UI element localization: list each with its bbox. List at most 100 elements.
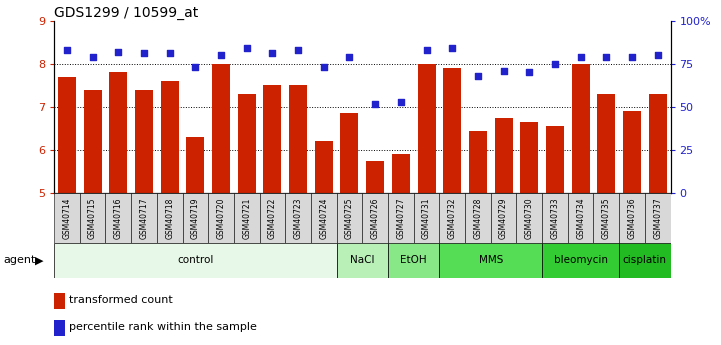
Text: control: control	[177, 256, 213, 265]
Point	[87, 54, 98, 60]
FancyBboxPatch shape	[567, 193, 593, 243]
Bar	[443, 68, 461, 193]
FancyBboxPatch shape	[414, 193, 439, 243]
FancyBboxPatch shape	[516, 193, 542, 243]
Point	[627, 54, 638, 60]
FancyBboxPatch shape	[54, 193, 80, 243]
Point	[241, 46, 252, 51]
Bar	[649, 94, 667, 193]
Bar	[263, 86, 281, 193]
Bar	[469, 131, 487, 193]
Bar	[623, 111, 641, 193]
Text: GDS1299 / 10599_at: GDS1299 / 10599_at	[54, 6, 198, 20]
Text: NaCl: NaCl	[350, 256, 374, 265]
Text: GSM40717: GSM40717	[139, 197, 149, 239]
FancyBboxPatch shape	[619, 193, 645, 243]
Text: GSM40730: GSM40730	[525, 197, 534, 239]
FancyBboxPatch shape	[105, 193, 131, 243]
FancyBboxPatch shape	[208, 193, 234, 243]
Text: GSM40732: GSM40732	[448, 197, 456, 239]
Point	[318, 65, 329, 70]
FancyBboxPatch shape	[439, 243, 542, 278]
Text: bleomycin: bleomycin	[554, 256, 608, 265]
Bar	[546, 126, 564, 193]
Bar	[110, 72, 128, 193]
Point	[292, 47, 304, 53]
FancyBboxPatch shape	[491, 193, 516, 243]
Text: ▶: ▶	[35, 256, 43, 265]
Point	[61, 47, 73, 53]
FancyBboxPatch shape	[131, 193, 157, 243]
Bar	[366, 161, 384, 193]
Bar	[161, 81, 179, 193]
Point	[190, 65, 201, 70]
Text: GSM40733: GSM40733	[550, 197, 559, 239]
Text: GSM40719: GSM40719	[191, 197, 200, 239]
Point	[164, 51, 175, 56]
Text: GSM40727: GSM40727	[397, 197, 405, 239]
Point	[267, 51, 278, 56]
FancyBboxPatch shape	[388, 193, 414, 243]
Bar	[340, 114, 358, 193]
Text: GSM40722: GSM40722	[268, 198, 277, 239]
Point	[497, 68, 509, 73]
Text: GSM40731: GSM40731	[422, 197, 431, 239]
FancyBboxPatch shape	[54, 243, 337, 278]
Text: GSM40718: GSM40718	[165, 198, 174, 239]
Text: GSM40736: GSM40736	[627, 197, 637, 239]
Point	[446, 46, 458, 51]
Text: GSM40723: GSM40723	[293, 197, 303, 239]
Point	[112, 49, 124, 55]
Point	[395, 99, 407, 105]
Point	[472, 73, 484, 79]
Bar	[84, 90, 102, 193]
Point	[652, 52, 663, 58]
Bar	[186, 137, 204, 193]
Bar	[572, 64, 590, 193]
Bar	[597, 94, 615, 193]
Bar	[521, 122, 539, 193]
Text: GSM40735: GSM40735	[602, 197, 611, 239]
Text: GSM40714: GSM40714	[63, 197, 71, 239]
Bar	[289, 86, 307, 193]
FancyBboxPatch shape	[388, 243, 439, 278]
Point	[344, 54, 355, 60]
FancyBboxPatch shape	[362, 193, 388, 243]
Text: GSM40728: GSM40728	[474, 198, 482, 239]
Text: cisplatin: cisplatin	[623, 256, 667, 265]
Bar	[495, 118, 513, 193]
Text: GSM40734: GSM40734	[576, 197, 585, 239]
Text: transformed count: transformed count	[69, 295, 173, 305]
Point	[216, 52, 227, 58]
Text: GSM40720: GSM40720	[216, 197, 226, 239]
FancyBboxPatch shape	[542, 193, 567, 243]
Text: GSM40729: GSM40729	[499, 197, 508, 239]
FancyBboxPatch shape	[80, 193, 105, 243]
FancyBboxPatch shape	[645, 193, 671, 243]
Bar	[54, 294, 65, 309]
Point	[523, 70, 535, 75]
Bar	[392, 155, 410, 193]
FancyBboxPatch shape	[182, 193, 208, 243]
FancyBboxPatch shape	[337, 243, 388, 278]
Bar	[212, 64, 230, 193]
Text: GSM40721: GSM40721	[242, 198, 251, 239]
Bar	[238, 94, 256, 193]
Point	[369, 101, 381, 106]
FancyBboxPatch shape	[157, 193, 182, 243]
FancyBboxPatch shape	[311, 193, 337, 243]
FancyBboxPatch shape	[260, 193, 286, 243]
Text: GSM40725: GSM40725	[345, 197, 354, 239]
Text: agent: agent	[4, 256, 36, 265]
Bar	[58, 77, 76, 193]
Text: GSM40737: GSM40737	[653, 197, 662, 239]
Text: GSM40715: GSM40715	[88, 197, 97, 239]
Text: EtOH: EtOH	[400, 256, 427, 265]
Text: GSM40716: GSM40716	[114, 197, 123, 239]
Bar	[417, 64, 435, 193]
Point	[421, 47, 433, 53]
Point	[601, 54, 612, 60]
Point	[549, 61, 561, 67]
Text: GSM40724: GSM40724	[319, 197, 328, 239]
Point	[575, 54, 586, 60]
